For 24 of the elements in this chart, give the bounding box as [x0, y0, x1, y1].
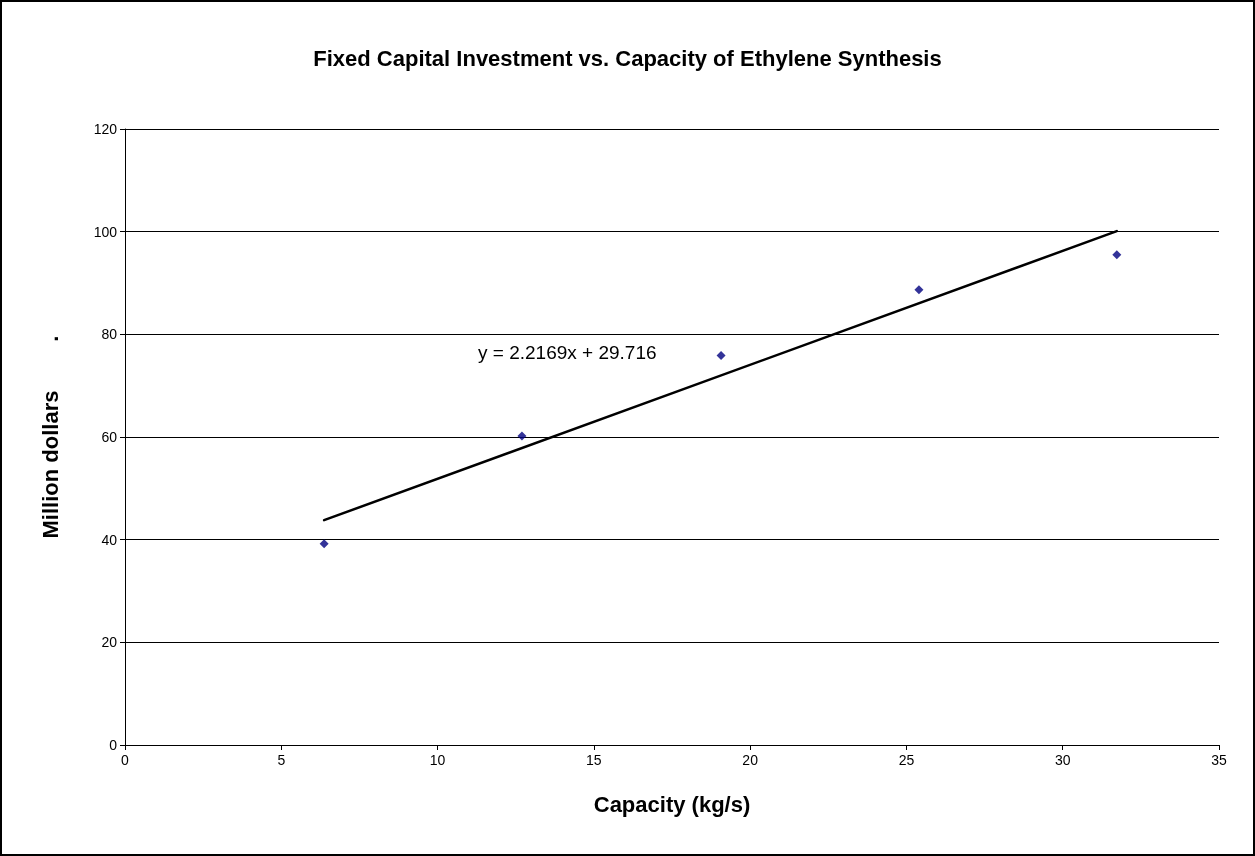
chart-title: Fixed Capital Investment vs. Capacity of Ethylene Synthesis [313, 45, 942, 71]
x-tick-label: 35 [1211, 752, 1227, 768]
point [1112, 250, 1122, 260]
y-tick-label: 20 [101, 634, 118, 651]
x-tick-label: 0 [121, 752, 130, 768]
x-tick-label: 25 [898, 752, 915, 768]
y-tick-label: 80 [101, 326, 118, 343]
x-tick-label: 15 [586, 752, 602, 768]
point [319, 539, 329, 549]
point [914, 285, 924, 295]
point [716, 350, 726, 360]
point [517, 431, 527, 441]
y-tick-label: 60 [101, 429, 118, 445]
y-tick-label: 0 [109, 737, 118, 753]
x-tick-label: 10 [429, 752, 446, 768]
annotation: y = 2.2169x + 29.716 [478, 342, 657, 363]
y-tick-label: 100 [93, 223, 118, 240]
x-tick-label: 20 [742, 752, 759, 768]
y-tick-label: 120 [93, 121, 118, 137]
y-axis-title: Million dollars . [37, 335, 63, 539]
y-tick-label: 40 [101, 531, 118, 548]
x-axis-title: Capacity (kg/s) [593, 791, 751, 817]
x-tick-label: 5 [277, 752, 286, 768]
x-tick-label: 30 [1054, 752, 1071, 768]
